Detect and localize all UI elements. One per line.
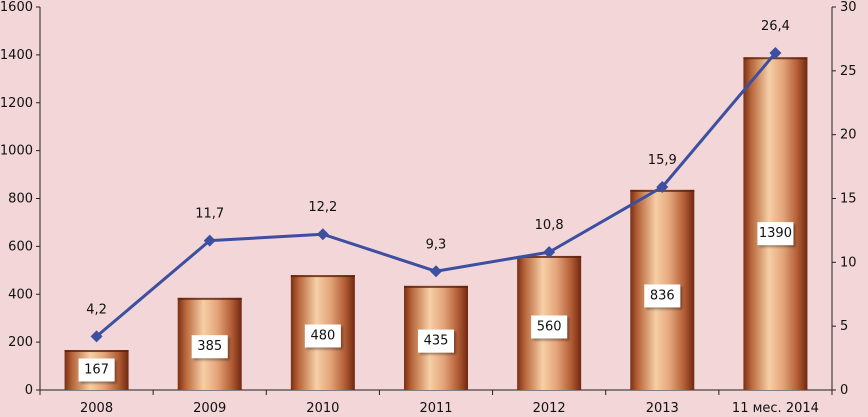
line-data-label: 11,7 [195,207,224,222]
x-tick-label: 2008 [80,401,113,416]
bar-data-label: 480 [304,324,341,348]
bar-data-label: 167 [78,358,115,382]
line-marker [316,228,329,241]
line-marker [203,234,216,247]
bar-label-text: 1390 [759,226,792,241]
line-marker [430,265,442,278]
line-data-label: 9,3 [426,237,447,252]
y-tick-label: 400 [8,287,33,302]
y2-tick-label: 5 [840,319,848,334]
y-tick-label: 200 [8,335,33,350]
bar-data-label: 385 [191,335,228,359]
y-tick-label: 800 [8,192,33,207]
x-tick-label: 2012 [533,401,566,416]
x-tick-label: 2011 [419,401,452,416]
bar-top [404,285,468,288]
bar-top [290,275,355,278]
bar-data-label: 560 [531,315,568,339]
bar-label-text: 480 [310,328,335,343]
bar-label-text: 435 [424,334,449,349]
y2-tick-label: 0 [840,383,848,398]
line-marker [656,181,669,194]
bar-label-box [78,358,115,382]
y-tick-label: 1200 [0,96,33,111]
x-tick-label: 2010 [306,401,339,416]
x-tick-label: 2013 [646,401,679,416]
line-data-label: 4,2 [86,302,107,317]
y-tick-label: 1400 [0,48,33,63]
y2-tick-label: 15 [840,192,857,207]
y-tick-label: 0 [25,383,33,398]
bar-top [177,297,242,300]
y2-tick-label: 10 [840,255,857,270]
bar-data-label: 836 [644,284,681,308]
y-tick-label: 1600 [0,0,33,15]
x-tick-label: 11 мес. 2014 [732,401,819,416]
bar-top [64,350,129,353]
line-marker [90,330,103,343]
bar-data-label: 435 [418,329,454,353]
bar-label-box [531,315,568,339]
y2-tick-label: 25 [840,64,857,79]
line-data-label: 15,9 [648,153,677,168]
line-marker [769,46,782,59]
bar-data-label: 1390 [757,222,794,246]
line-series [90,46,782,343]
bar-label-box [191,335,228,359]
data-labels: 167 385 480 435 560 836 1390 4,2 11,7 12,2 9,3 10,8… [78,19,794,382]
bar-label-text: 560 [537,319,562,334]
bar-label-box [304,324,341,348]
x-tick-label: 2009 [193,401,226,416]
y-tick-label: 1000 [0,144,33,159]
bar-label-text: 836 [650,288,675,303]
y2-tick-label: 30 [840,0,857,15]
line-data-label: 10,8 [535,218,564,233]
bar-label-box [418,329,454,353]
y-tick-label: 600 [8,239,33,254]
bar-label-text: 385 [197,339,222,354]
bar-label-box [757,222,794,246]
line-marker [543,246,556,259]
y2-tick-label: 20 [840,128,857,143]
bar-label-text: 167 [84,363,109,378]
bar-label-box [644,284,681,308]
line-data-label: 12,2 [308,200,337,215]
line-data-label: 26,4 [761,19,790,34]
